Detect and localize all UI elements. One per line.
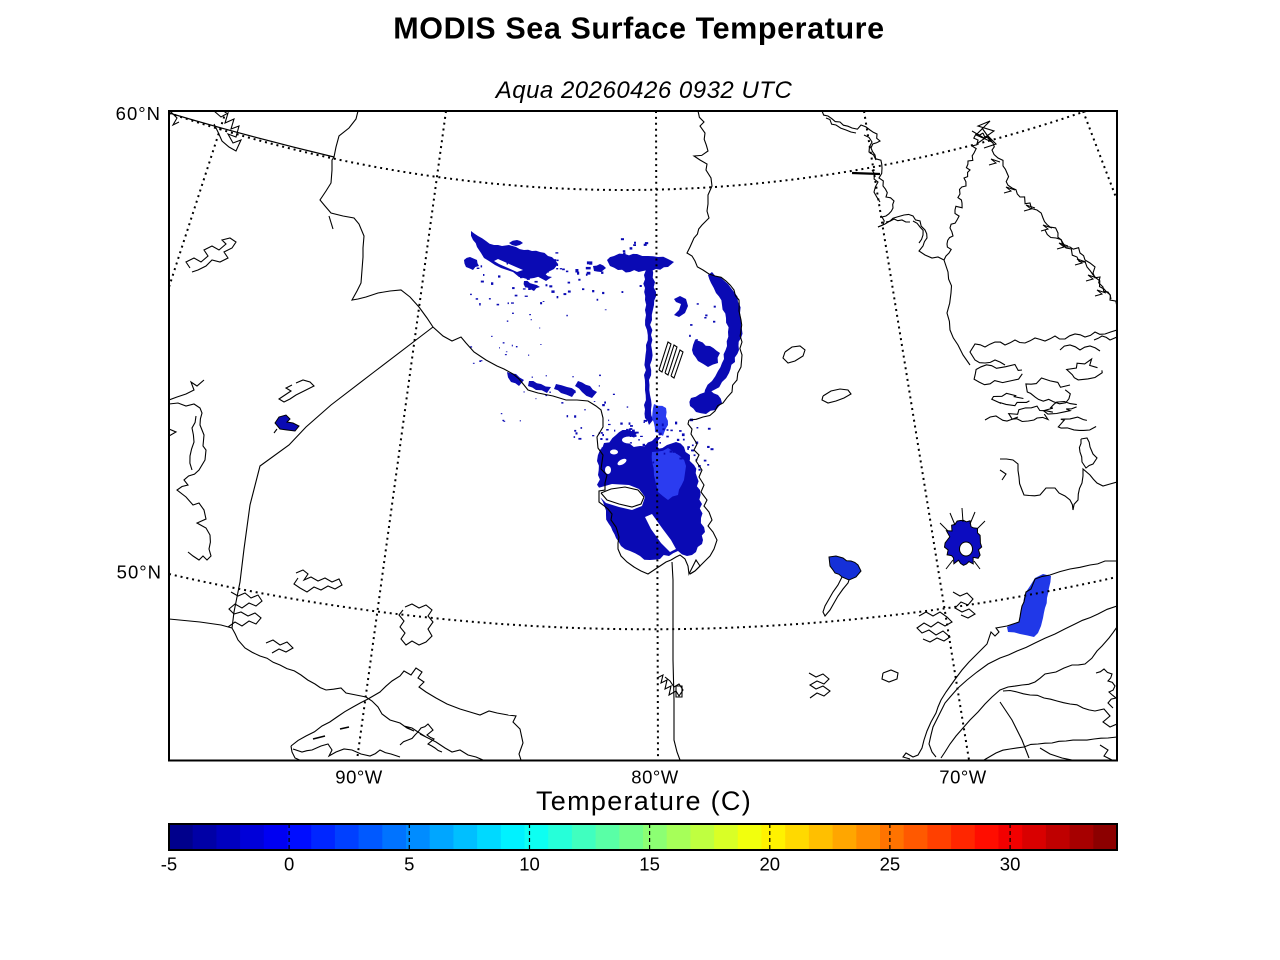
svg-text:90°W: 90°W bbox=[335, 767, 382, 788]
svg-text:50°N: 50°N bbox=[117, 562, 162, 583]
svg-text:MODIS Sea Surface Temperature: MODIS Sea Surface Temperature bbox=[393, 12, 884, 46]
svg-text:10: 10 bbox=[519, 854, 540, 875]
svg-text:60°N: 60°N bbox=[116, 103, 161, 124]
svg-text:5: 5 bbox=[404, 854, 414, 875]
svg-text:Aqua 20260426 0932 UTC: Aqua 20260426 0932 UTC bbox=[494, 77, 793, 104]
svg-text:-5: -5 bbox=[161, 854, 177, 875]
svg-text:Temperature (C): Temperature (C) bbox=[536, 786, 752, 816]
svg-text:20: 20 bbox=[760, 854, 781, 875]
svg-text:70°W: 70°W bbox=[939, 767, 986, 788]
svg-text:80°W: 80°W bbox=[631, 767, 678, 788]
svg-text:0: 0 bbox=[284, 854, 294, 875]
svg-text:15: 15 bbox=[639, 854, 660, 875]
svg-text:30: 30 bbox=[1000, 854, 1021, 875]
svg-text:25: 25 bbox=[880, 854, 901, 875]
